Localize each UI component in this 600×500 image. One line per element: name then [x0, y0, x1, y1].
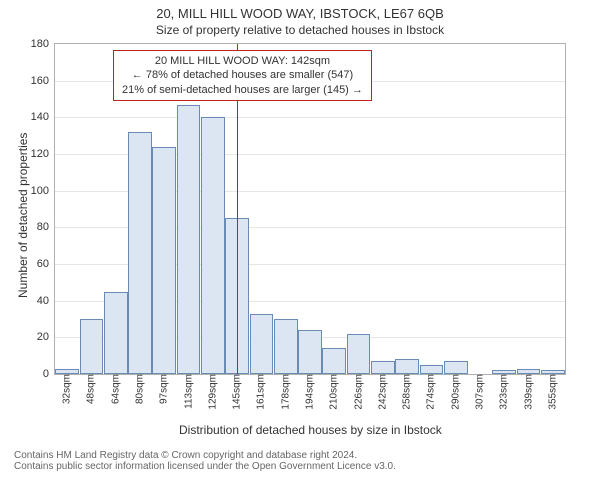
- histogram-bar: [104, 292, 128, 375]
- x-tick: 339sqm: [523, 374, 534, 410]
- y-tick: 0: [43, 368, 55, 380]
- histogram-bar: [201, 117, 225, 374]
- histogram-bar: [274, 319, 298, 374]
- histogram-bar: [80, 319, 104, 374]
- histogram-bar: [347, 334, 371, 374]
- x-tick: 226sqm: [353, 374, 364, 410]
- x-tick: 97sqm: [159, 374, 170, 404]
- histogram-bar: [177, 105, 201, 375]
- x-tick: 210sqm: [329, 374, 340, 410]
- plot-area: 02040608010012014016018032sqm48sqm64sqm8…: [54, 43, 566, 375]
- footnote-line: Contains HM Land Registry data © Crown c…: [14, 450, 396, 461]
- x-tick: 113sqm: [183, 374, 194, 409]
- x-tick: 194sqm: [305, 374, 316, 410]
- page-title: 20, MILL HILL WOOD WAY, IBSTOCK, LE67 6Q…: [0, 0, 600, 21]
- x-tick: 178sqm: [280, 374, 291, 410]
- x-tick: 258sqm: [402, 374, 413, 410]
- y-tick: 180: [31, 38, 55, 50]
- annotation-line: 20 MILL HILL WOOD WAY: 142sqm: [122, 54, 363, 68]
- histogram-bar: [420, 365, 444, 374]
- x-tick: 32sqm: [62, 374, 73, 404]
- histogram-bar: [371, 361, 395, 374]
- y-tick: 140: [31, 111, 55, 123]
- x-tick: 161sqm: [256, 374, 267, 410]
- x-axis-label: Distribution of detached houses by size …: [179, 423, 442, 437]
- x-tick: 64sqm: [110, 374, 121, 404]
- histogram-bar: [322, 348, 346, 374]
- x-tick: 355sqm: [547, 374, 558, 410]
- y-tick: 120: [31, 148, 55, 160]
- x-tick: 307sqm: [475, 374, 486, 410]
- histogram-bar: [298, 330, 322, 374]
- y-tick: 40: [37, 295, 55, 307]
- gridline: [55, 117, 565, 118]
- y-axis-label: Number of detached properties: [16, 133, 30, 298]
- x-tick: 145sqm: [232, 374, 243, 410]
- annotation-line: 21% of semi-detached houses are larger (…: [122, 83, 363, 97]
- x-tick: 242sqm: [377, 374, 388, 410]
- x-tick: 274sqm: [426, 374, 437, 410]
- x-tick: 323sqm: [499, 374, 510, 410]
- y-tick: 80: [37, 221, 55, 233]
- histogram-bar: [152, 147, 176, 374]
- y-tick: 60: [37, 258, 55, 270]
- page-subtitle: Size of property relative to detached ho…: [0, 21, 600, 37]
- footnote: Contains HM Land Registry data © Crown c…: [6, 446, 404, 476]
- y-tick: 100: [31, 185, 55, 197]
- histogram-bar: [444, 361, 468, 374]
- histogram-bar: [395, 359, 419, 374]
- x-tick: 290sqm: [450, 374, 461, 410]
- histogram-bar: [128, 132, 152, 374]
- y-tick: 20: [37, 331, 55, 343]
- footnote-line: Contains public sector information licen…: [14, 461, 396, 472]
- x-tick: 48sqm: [86, 374, 97, 404]
- x-tick: 80sqm: [135, 374, 146, 404]
- annotation-line: ← 78% of detached houses are smaller (54…: [122, 68, 363, 82]
- annotation-box: 20 MILL HILL WOOD WAY: 142sqm← 78% of de…: [113, 50, 372, 101]
- y-tick: 160: [31, 75, 55, 87]
- x-tick: 129sqm: [207, 374, 218, 410]
- histogram-bar: [250, 314, 274, 375]
